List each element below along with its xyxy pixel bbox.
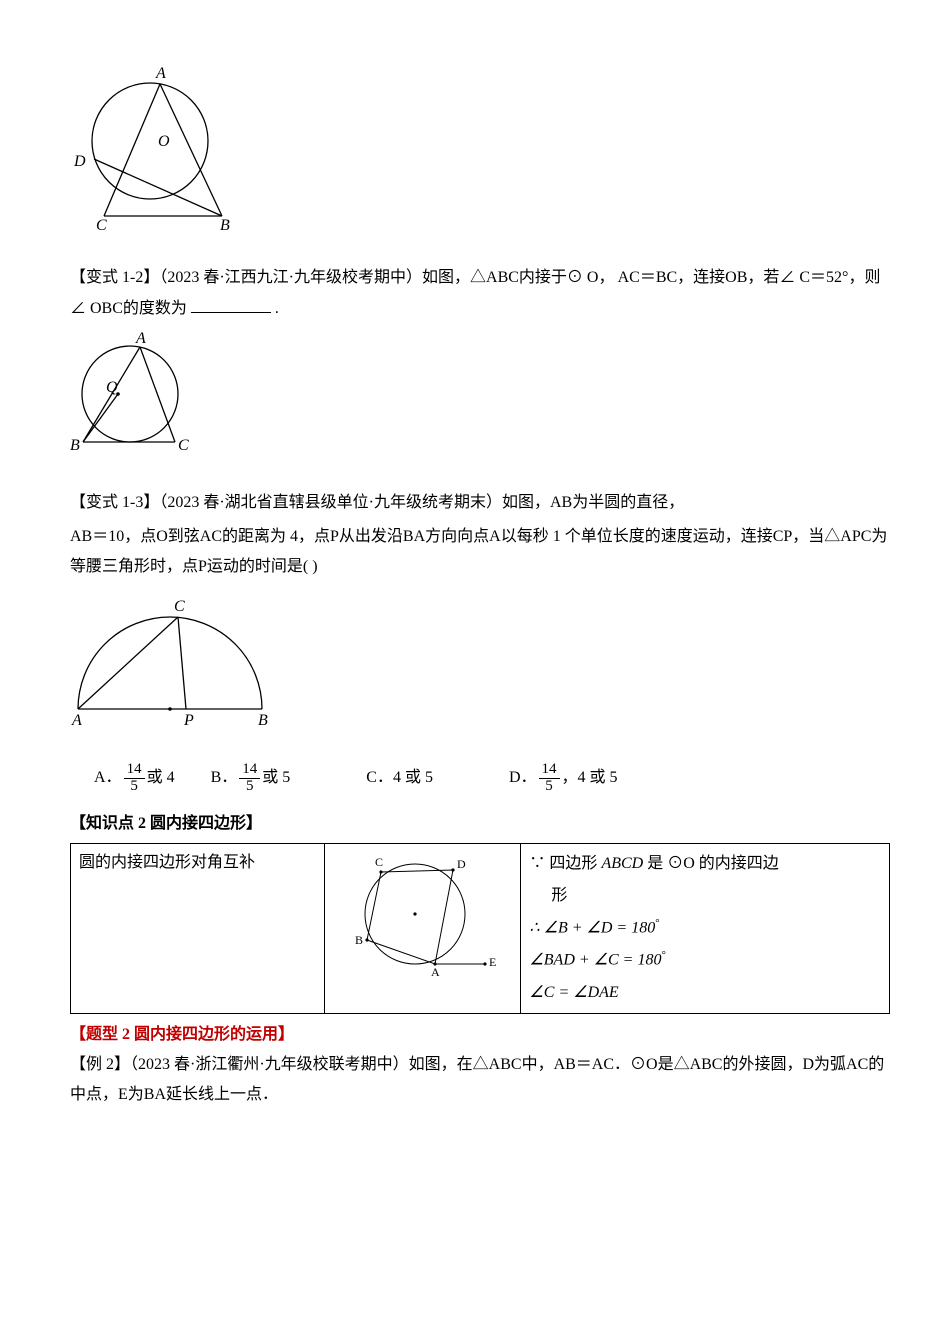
option-b-letter: B． (211, 763, 238, 793)
problem-1-3-text: 【变式 1-3】（2023 春·湖北省直辖县级单位·九年级统考期末）如图，AB为… (70, 488, 890, 518)
problem-1-3-source: （2023 春·湖北省直辖县级单位·九年级统考期末）如图，AB为半圆的直径， (159, 494, 684, 511)
option-c[interactable]: C． 4 或 5 (366, 763, 433, 793)
option-a[interactable]: A． 14 5 或 4 (94, 762, 175, 795)
topic-2-title: 【题型 2 圆内接四边形的运用】 (70, 1020, 890, 1050)
label-a3: A (71, 712, 82, 729)
label-c2: C (178, 437, 189, 454)
kb-line1: ∵ 四边形 ABCD 是 ⊙O 的内接四边 (529, 848, 881, 880)
circle-triangle-aodcb: A O D C B (70, 66, 250, 236)
label-b2: B (70, 437, 80, 454)
fraction-a-den: 5 (127, 779, 141, 795)
figure-variant-1-3: A P B C (70, 589, 890, 746)
problem-1-3-line2: AB＝10，点O到弦AC的距离为 4，点P从出发沿BA方向向点A以每秒 1 个单… (70, 522, 890, 583)
fraction-b-den: 5 (243, 779, 257, 795)
fraction-a: 14 5 (124, 762, 145, 795)
label-b3: B (258, 712, 268, 729)
label-c: C (96, 217, 107, 234)
label-b: B (220, 217, 230, 234)
label-qa: A (431, 965, 440, 979)
label-d: D (73, 153, 86, 170)
label-qb: B (355, 933, 363, 947)
option-d-suffix: ，4 或 5 (562, 763, 618, 793)
label-o: O (158, 133, 170, 150)
label-qc: C (375, 855, 383, 869)
problem-1-2-text: 【变式 1-2】（2023 春·江西九江·九年级校考期中）如图，△ABC内接于⊙… (70, 263, 890, 324)
label-qe: E (489, 955, 496, 969)
problem-1-3-prefix: 【变式 1-3】 (70, 494, 159, 511)
label-a2: A (135, 330, 146, 347)
label-p3: P (183, 712, 194, 729)
kb-line2: 形 (529, 880, 881, 912)
option-b-suffix: 或 5 (262, 763, 290, 793)
fraction-b: 14 5 (239, 762, 260, 795)
example-2-prefix: 【例 2】 (70, 1056, 130, 1073)
example-2-text: 【例 2】（2023 春·浙江衢州·九年级校联考期中）如图，在△ABC中，AB＝… (70, 1050, 890, 1111)
circle-triangle-aqbc: A Q B C (70, 330, 210, 460)
table-row: 圆的内接四边形对角互补 A B C D E ∵ 四边形 ABCD 是 ⊙O 的内… (71, 844, 890, 1014)
option-d[interactable]: D． 14 5 ，4 或 5 (509, 762, 618, 795)
figure-variant-1-1: A O D C B (70, 66, 890, 247)
option-c-letter: C． (366, 763, 393, 793)
option-a-letter: A． (94, 763, 122, 793)
fraction-d-den: 5 (542, 779, 556, 795)
label-qd: D (457, 857, 466, 871)
problem-1-2-suffix: . (275, 300, 279, 317)
cyclic-quad-figure: A B C D E (345, 848, 500, 980)
answer-blank (191, 312, 271, 313)
knowledge-point-2-title: 【知识点 2 圆内接四边形】 (70, 809, 890, 839)
answer-options: A． 14 5 或 4 B． 14 5 或 5 C． 4 或 5 D． 14 5… (94, 762, 890, 795)
fraction-d-num: 14 (539, 762, 560, 779)
kb-line3: ∴ ∠B + ∠D = 180° (529, 912, 881, 944)
problem-1-2-prefix: 【变式 1-2】 (70, 269, 159, 286)
label-q2: Q (106, 379, 118, 396)
kb-col2-figure: A B C D E (324, 844, 521, 1014)
kb-line5: ∠C = ∠DAE (529, 977, 881, 1009)
fraction-b-num: 14 (239, 762, 260, 779)
example-2-body: （2023 春·浙江衢州·九年级校联考期中）如图，在△ABC中，AB＝AC．⊙O… (70, 1056, 884, 1103)
knowledge-table: 圆的内接四边形对角互补 A B C D E ∵ 四边形 ABCD 是 ⊙O 的内… (70, 843, 890, 1014)
label-c3: C (174, 598, 185, 615)
label-a: A (155, 66, 166, 82)
option-a-suffix: 或 4 (147, 763, 175, 793)
figure-variant-1-2: A Q B C (70, 330, 890, 471)
kb-line4: ∠BAD + ∠C = 180° (529, 944, 881, 976)
fraction-a-num: 14 (124, 762, 145, 779)
problem-1-2-source: （2023 春·江西九江·九年级校考期中）如图， (159, 269, 470, 286)
kb-col3: ∵ 四边形 ABCD 是 ⊙O 的内接四边 形 ∴ ∠B + ∠D = 180°… (521, 844, 890, 1014)
kb-col1: 圆的内接四边形对角互补 (71, 844, 325, 1014)
semicircle-apc: A P B C (70, 589, 280, 735)
fraction-d: 14 5 (539, 762, 560, 795)
option-b[interactable]: B． 14 5 或 5 (211, 762, 291, 795)
option-d-letter: D． (509, 763, 537, 793)
option-c-text: 4 或 5 (393, 763, 433, 793)
